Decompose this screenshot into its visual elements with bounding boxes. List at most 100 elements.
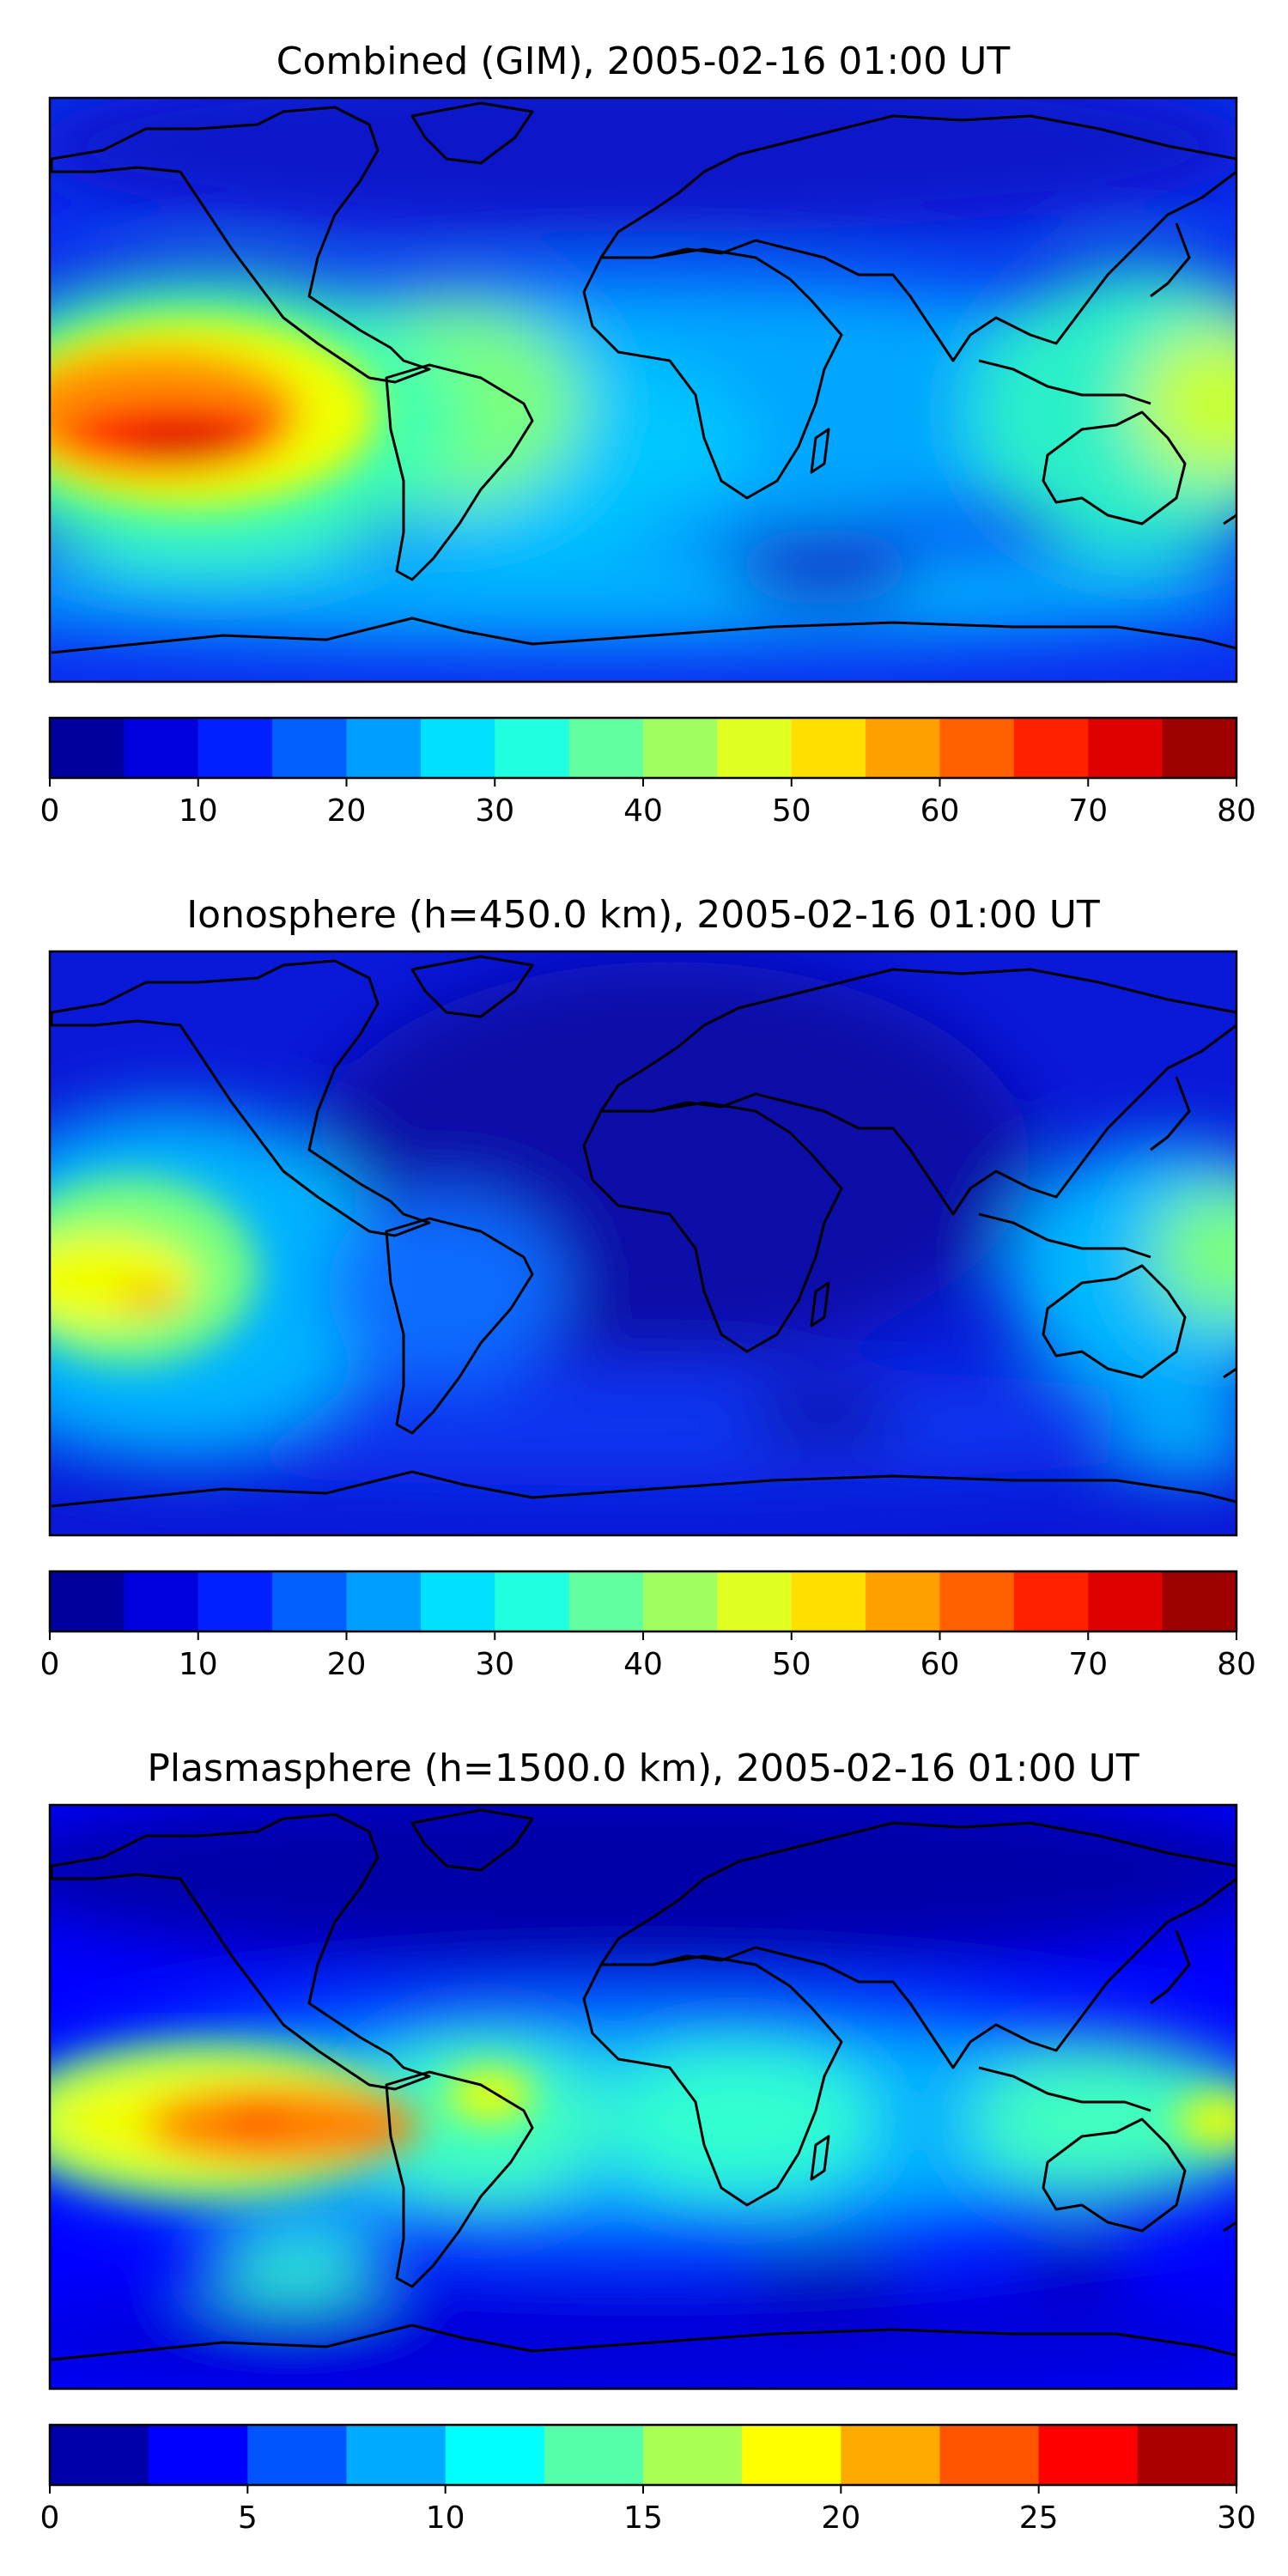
colorbar-swatch — [50, 2425, 149, 2485]
coast-greenland — [410, 101, 534, 165]
colorbar-tick-label: 80 — [1217, 793, 1256, 829]
coast-africa — [582, 247, 843, 500]
colorbar-swatch — [742, 2425, 841, 2485]
colorbar-swatch — [50, 718, 125, 778]
field-patch-crest-red — [230, 2111, 285, 2131]
coast-madagascar — [810, 2135, 830, 2181]
colorbar-tick-label: 10 — [179, 793, 218, 829]
colorbar: 0 10 20 30 40 50 60 70 80 — [40, 716, 1256, 829]
colorbar-swatch — [1137, 2425, 1237, 2485]
coast-indonesia — [978, 1212, 1151, 1259]
coast-australia — [1042, 2117, 1187, 2233]
field-patch-south-band — [50, 541, 1236, 644]
colorbar-tick-label: 60 — [920, 1647, 960, 1682]
field-patch-south-band — [50, 1365, 1236, 1485]
field-patch-pacific-west — [970, 2044, 1236, 2198]
colorbar-tick-label: 0 — [40, 1647, 60, 1682]
colorbar-swatch — [568, 718, 644, 778]
colorbar-swatches — [50, 2425, 1237, 2485]
colorbar-swatch — [50, 1571, 125, 1631]
coastlines — [50, 955, 1236, 1508]
colorbar-swatch — [1038, 2425, 1139, 2485]
colorbar-tick-label: 0 — [40, 793, 60, 829]
coast-indonesia — [978, 2066, 1151, 2112]
colorbar-swatch — [866, 718, 941, 778]
colorbar-swatches — [50, 718, 1237, 778]
coast-new-zealand — [1223, 2221, 1236, 2233]
colorbar-tick-label: 20 — [821, 2500, 860, 2536]
colorbar-tick-label: 30 — [1217, 2500, 1256, 2536]
colorbar-tick-label: 60 — [920, 793, 960, 829]
colorbar-swatch — [420, 1571, 495, 1631]
colorbar-swatch — [197, 718, 273, 778]
coast-eurasia — [599, 114, 1236, 362]
colorbar-tick-label: 80 — [1217, 1647, 1256, 1682]
coast-eurasia — [599, 968, 1236, 1216]
colorbar-swatch — [1162, 1571, 1237, 1631]
field-patch-south-east-low — [1022, 2241, 1125, 2293]
colorbar-swatch — [791, 1571, 866, 1631]
coast-south-america — [385, 2070, 534, 2288]
coast-japan — [1150, 1076, 1191, 1151]
coast-north-america — [50, 106, 431, 384]
heatmap-field — [50, 98, 1236, 682]
colorbar-tick-label: 25 — [1019, 2500, 1059, 2536]
colorbar-swatch — [346, 1571, 422, 1631]
coast-north-america — [50, 1813, 431, 2091]
field-patch-south-america-core — [447, 2069, 532, 2121]
colorbar-swatch — [495, 718, 570, 778]
colorbar-swatch — [247, 2425, 348, 2485]
colorbar-swatch — [791, 718, 866, 778]
colorbar-ticks: 0 10 20 30 40 50 60 70 80 — [40, 778, 1256, 829]
colorbar-tick-label: 70 — [1068, 793, 1108, 829]
coast-eurasia — [599, 1821, 1236, 2069]
colorbar-swatch — [544, 2425, 644, 2485]
colorbar-tick-label: 20 — [327, 793, 367, 829]
colorbar-ticks: 0 5 10 15 20 25 30 — [40, 2485, 1256, 2536]
coast-new-zealand — [1223, 1367, 1236, 1379]
map-frame — [48, 950, 1238, 1537]
colorbar-swatch — [1013, 718, 1089, 778]
colorbar-swatch — [643, 718, 718, 778]
field-patch-indian-low — [730, 528, 919, 605]
colorbar-swatch — [1088, 1571, 1163, 1631]
colorbar-swatch — [939, 2425, 1040, 2485]
coast-madagascar — [810, 1281, 830, 1327]
coastlines — [50, 1808, 1236, 2361]
colorbar-tick-label: 70 — [1068, 1647, 1108, 1682]
panel-plasmasphere: Plasmasphere (h=1500.0 km), 2005-02-16 0… — [40, 1747, 1256, 2536]
coast-australia — [1042, 1264, 1187, 1379]
colorbar-tick-label: 40 — [623, 793, 663, 829]
coast-antarctica — [51, 1470, 1236, 1508]
coast-north-america — [50, 959, 431, 1237]
colorbar-tick-label: 20 — [327, 1647, 367, 1682]
field-patch-indian-low — [747, 1386, 902, 1448]
field-patch-indian-low — [747, 2250, 902, 2301]
colorbar-swatch — [568, 1571, 644, 1631]
panel-combined: Combined (GIM), 2005-02-16 01:00 UT — [40, 39, 1256, 829]
colorbar-tick-label: 40 — [623, 1647, 663, 1682]
colorbar-swatch — [939, 1571, 1015, 1631]
colorbar-swatch — [272, 1571, 348, 1631]
coast-madagascar — [810, 428, 830, 474]
coast-africa — [582, 1101, 843, 1353]
field-patch-south-america — [361, 2035, 601, 2207]
colorbar-swatch — [717, 1571, 793, 1631]
field-patch-crest-orange — [116, 1288, 185, 1309]
colorbar-tick-label: 50 — [772, 1647, 811, 1682]
map-frame — [48, 1803, 1238, 2391]
coast-greenland — [410, 955, 534, 1018]
colorbar-swatch — [866, 1571, 941, 1631]
field-patch-pacific-west-core — [1176, 2095, 1236, 2147]
field-patch-south-low — [50, 2284, 1236, 2389]
coast-antarctica — [51, 2324, 1236, 2361]
colorbar: 0 10 20 30 40 50 60 70 80 — [40, 1570, 1256, 1682]
colorbar-tick-label: 30 — [475, 1647, 514, 1682]
colorbar-swatch — [939, 718, 1015, 778]
colorbar-tick-label: 0 — [40, 2500, 60, 2536]
field-patch-south-pacific — [1108, 1408, 1236, 1477]
colorbar-swatch — [124, 718, 199, 778]
panel-title: Ionosphere (h=450.0 km), 2005-02-16 01:0… — [186, 893, 1100, 937]
coast-japan — [1150, 222, 1191, 298]
